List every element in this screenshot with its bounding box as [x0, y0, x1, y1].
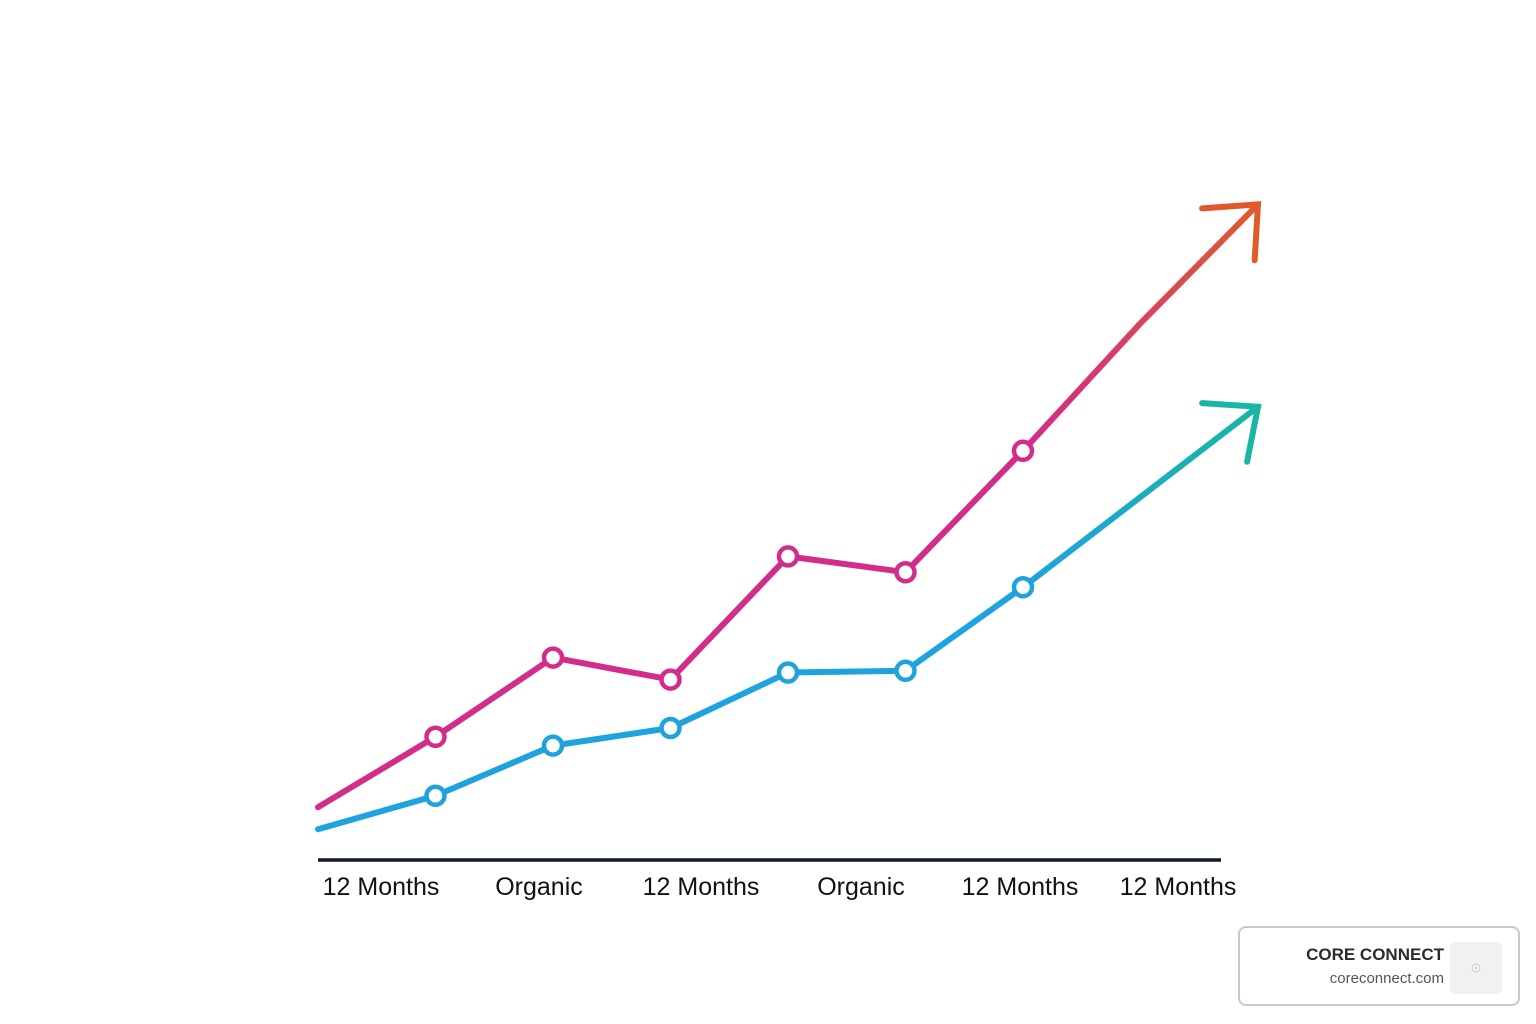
series-1-point: [776, 661, 800, 684]
brand-card[interactable]: CORE CONNECT coreconnect.com: [1238, 926, 1520, 1006]
series-0-point: [894, 560, 917, 584]
series-0-point: [659, 668, 682, 691]
brand-logo-icon: [1450, 942, 1502, 994]
series-0-point: [776, 545, 800, 568]
series-1-point: [541, 734, 565, 757]
series-0-arrowhead: [1199, 201, 1262, 264]
series-1-point: [894, 659, 917, 683]
series-0-line: [315, 201, 1261, 811]
brand-url[interactable]: coreconnect.com: [1329, 970, 1444, 987]
series-1-point: [1011, 575, 1035, 599]
series-1-point: [424, 784, 447, 808]
brand-name: CORE CONNECT: [1306, 945, 1444, 964]
series-1-line: [315, 403, 1261, 833]
x-tick-label: Organic: [495, 873, 583, 901]
series-0-point: [424, 725, 447, 749]
x-tick-label: 12 Months: [962, 873, 1079, 901]
x-tick-label: 12 Months: [1120, 873, 1237, 901]
x-tick-label: 12 Months: [643, 873, 760, 901]
x-tick-label: 12 Months: [323, 873, 440, 901]
series-layer: [315, 201, 1262, 833]
x-axis-ticks: 12 Months Organic 12 Months Organic 12 Month…: [323, 873, 1237, 901]
series-0-point: [541, 646, 565, 669]
series-0-point: [1011, 439, 1035, 463]
series-1-point: [659, 716, 682, 740]
series-1-arrowhead: [1199, 400, 1262, 465]
x-tick-label: Organic: [817, 873, 905, 901]
